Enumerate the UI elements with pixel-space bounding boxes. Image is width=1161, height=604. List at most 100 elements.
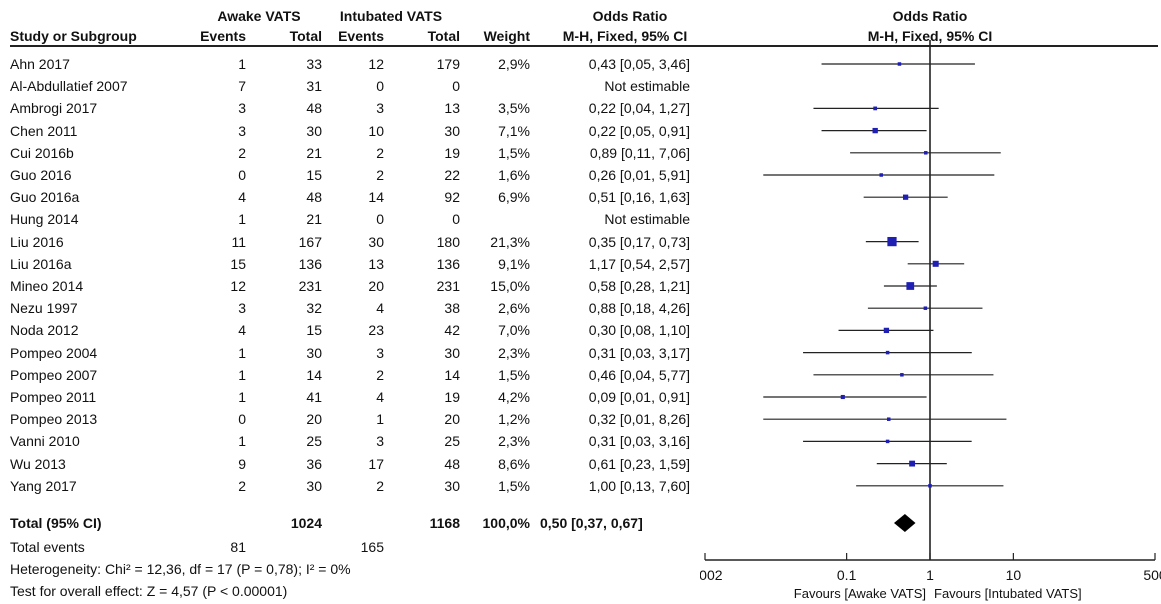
cell-ci: 0,26 [0,01, 5,91] bbox=[588, 167, 690, 183]
cell-e1: 0 bbox=[238, 167, 246, 183]
total-intubated: 1168 bbox=[429, 515, 460, 531]
cell-e1: 9 bbox=[238, 455, 246, 472]
cell-t2: 179 bbox=[436, 56, 460, 72]
cell-study: Wu 2013 bbox=[10, 455, 66, 472]
cell-e1: 2 bbox=[238, 144, 246, 161]
cell-study: Guo 2016 bbox=[10, 167, 72, 183]
cell-e2: 13 bbox=[368, 255, 384, 272]
cell-t1: 33 bbox=[306, 56, 322, 72]
cell-t2: 14 bbox=[444, 366, 460, 383]
study-marker bbox=[900, 373, 904, 377]
cell-e2: 3 bbox=[376, 344, 384, 361]
cell-study: Chen 2011 bbox=[10, 122, 78, 139]
cell-e1: 2 bbox=[238, 477, 246, 494]
x-tick-label: 10 bbox=[1006, 567, 1022, 583]
cell-ci: 0,61 [0,23, 1,59] bbox=[588, 455, 690, 472]
study-marker bbox=[873, 106, 878, 111]
cell-t1: 30 bbox=[306, 344, 322, 361]
cell-t2: 92 bbox=[444, 189, 460, 206]
overall-effect-text: Test for overall effect: Z = 4,57 (P < 0… bbox=[10, 583, 288, 599]
cell-e1: 3 bbox=[238, 122, 246, 139]
cell-e2: 20 bbox=[368, 278, 384, 294]
cell-weight: 2,3% bbox=[498, 433, 530, 450]
cell-t2: 180 bbox=[436, 233, 460, 250]
cell-weight: 9,1% bbox=[498, 255, 530, 272]
cell-t1: 14 bbox=[306, 366, 322, 383]
cell-t2: 30 bbox=[444, 122, 460, 139]
cell-t2: 22 bbox=[444, 167, 460, 183]
col-method-right: M-H, Fixed, 95% CI bbox=[867, 28, 993, 44]
cell-e2: 2 bbox=[376, 477, 384, 494]
cell-e1: 1 bbox=[238, 344, 246, 361]
header-odds-ratio-left: Odds Ratio bbox=[592, 8, 668, 24]
cell-e2: 2 bbox=[376, 144, 384, 161]
cell-t2: 231 bbox=[436, 278, 460, 294]
cell-e1: 1 bbox=[238, 366, 246, 383]
cell-e1: 7 bbox=[238, 78, 246, 95]
cell-t2: 19 bbox=[444, 144, 460, 161]
cell-ci: 0,09 [0,01, 0,91] bbox=[588, 389, 690, 405]
cell-e1: 4 bbox=[238, 189, 246, 206]
cell-ci: 0,58 [0,28, 1,21] bbox=[588, 278, 690, 294]
total-label: Total (95% CI) bbox=[10, 515, 102, 531]
cell-weight: 7,1% bbox=[498, 122, 530, 139]
cell-weight: 8,6% bbox=[498, 455, 530, 472]
cell-weight: 1,2% bbox=[498, 411, 530, 428]
cell-study: Liu 2016 bbox=[10, 233, 64, 250]
study-marker bbox=[902, 194, 909, 200]
cell-study: Noda 2012 bbox=[10, 322, 79, 339]
study-marker bbox=[924, 151, 928, 155]
col-events-intubated: Events bbox=[338, 28, 384, 44]
cell-t2: 30 bbox=[444, 477, 460, 494]
cell-t1: 21 bbox=[306, 144, 322, 161]
study-marker bbox=[872, 127, 878, 134]
cell-e1: 0 bbox=[238, 411, 246, 428]
cell-study: Vanni 2010 bbox=[10, 433, 80, 450]
x-tick-label: 0.002 bbox=[700, 567, 723, 583]
cell-t1: 48 bbox=[306, 189, 322, 206]
total-weight: 100,0% bbox=[482, 515, 530, 531]
cell-t2: 48 bbox=[444, 455, 460, 472]
cell-ci: 1,17 [0,54, 2,57] bbox=[588, 255, 690, 272]
header-odds-ratio-right: Odds Ratio bbox=[892, 8, 968, 24]
cell-e1: 1 bbox=[238, 433, 246, 450]
cell-t1: 30 bbox=[306, 122, 322, 139]
cell-e1: 12 bbox=[230, 278, 246, 294]
cell-ci: 0,51 [0,16, 1,63] bbox=[588, 189, 690, 206]
cell-t1: 31 bbox=[306, 78, 322, 95]
cell-study: Yang 2017 bbox=[10, 477, 77, 494]
cell-t1: 167 bbox=[298, 233, 322, 250]
total-awake: 1024 bbox=[290, 515, 322, 531]
col-study: Study or Subgroup bbox=[10, 28, 137, 44]
cell-t1: 32 bbox=[306, 300, 322, 317]
cell-t1: 15 bbox=[306, 322, 322, 339]
cell-e1: 11 bbox=[231, 233, 246, 250]
cell-t2: 0 bbox=[452, 78, 460, 95]
cell-t2: 136 bbox=[436, 255, 460, 272]
cell-ci: 0,22 [0,04, 1,27] bbox=[588, 100, 690, 117]
cell-e2: 2 bbox=[376, 366, 384, 383]
total-ci: 0,50 [0,37, 0,67] bbox=[540, 515, 643, 531]
cell-ci: 0,43 [0,05, 3,46] bbox=[588, 56, 690, 72]
cell-study: Ambrogi 2017 bbox=[10, 100, 98, 117]
cell-t1: 15 bbox=[306, 167, 322, 183]
col-events-awake: Events bbox=[200, 28, 246, 44]
cell-weight: 1,5% bbox=[498, 144, 530, 161]
cell-e2: 3 bbox=[376, 100, 384, 117]
cell-t2: 38 bbox=[444, 300, 460, 317]
col-method-left: M-H, Fixed, 95% CI bbox=[562, 28, 688, 44]
total-events-label: Total events bbox=[10, 539, 85, 555]
cell-e2: 4 bbox=[376, 389, 384, 405]
cell-ci: Not estimable bbox=[604, 78, 690, 95]
cell-e1: 1 bbox=[238, 56, 246, 72]
cell-e2: 0 bbox=[376, 78, 384, 95]
cell-e2: 10 bbox=[368, 122, 384, 139]
x-tick-label: 0.1 bbox=[837, 567, 857, 583]
header-intubated-vats: Intubated VATS bbox=[339, 8, 443, 24]
cell-e2: 4 bbox=[376, 300, 384, 317]
cell-weight: 2,9% bbox=[498, 56, 530, 72]
study-marker bbox=[885, 350, 890, 355]
favours-right-label: Favours [Intubated VATS] bbox=[934, 586, 1082, 601]
cell-t1: 21 bbox=[306, 211, 322, 228]
study-marker bbox=[906, 282, 915, 290]
